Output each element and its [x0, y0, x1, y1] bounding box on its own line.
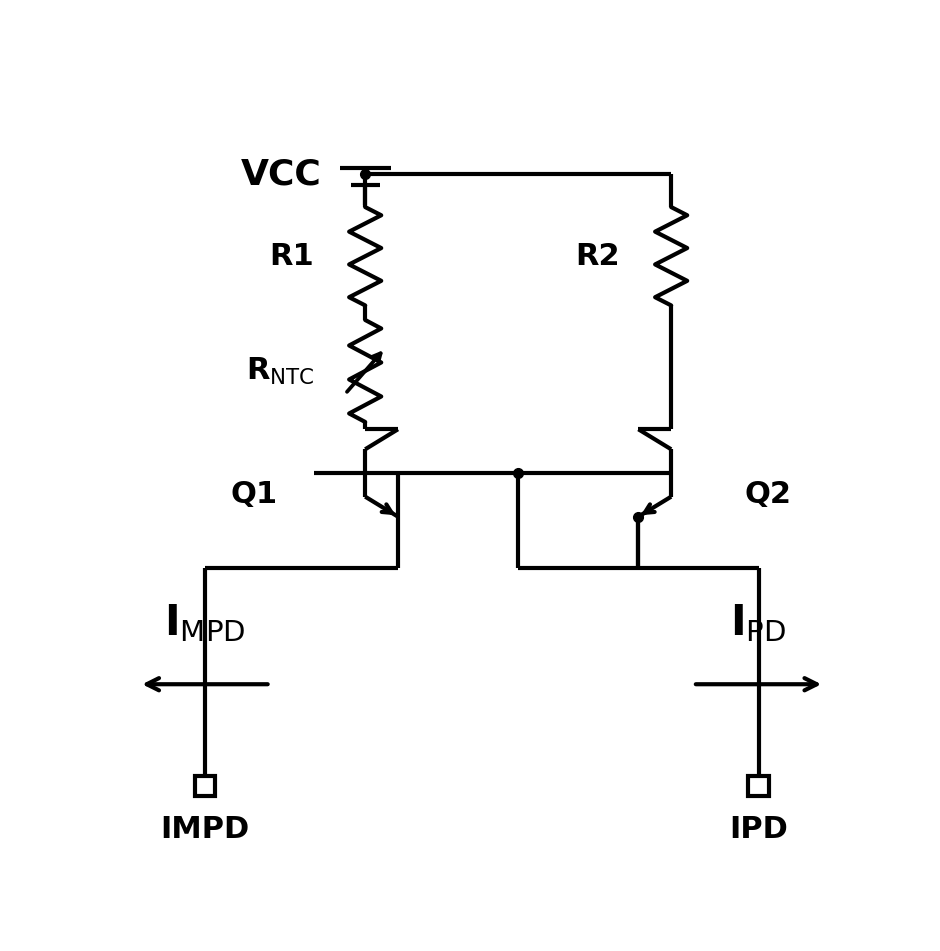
- Text: Q2: Q2: [744, 480, 791, 510]
- Text: Q1: Q1: [230, 480, 278, 510]
- Text: IPD: IPD: [729, 815, 788, 844]
- Text: R$_{\mathrm{NTC}}$: R$_{\mathrm{NTC}}$: [245, 356, 314, 386]
- Bar: [748, 776, 769, 796]
- Text: I$_{\mathrm{MPD}}$: I$_{\mathrm{MPD}}$: [164, 602, 245, 644]
- Text: R2: R2: [575, 242, 620, 271]
- Text: R1: R1: [270, 242, 314, 271]
- Bar: [195, 776, 215, 796]
- Text: VCC: VCC: [241, 157, 321, 191]
- Text: IMPD: IMPD: [161, 815, 249, 844]
- Text: I$_{\mathrm{PD}}$: I$_{\mathrm{PD}}$: [730, 602, 787, 644]
